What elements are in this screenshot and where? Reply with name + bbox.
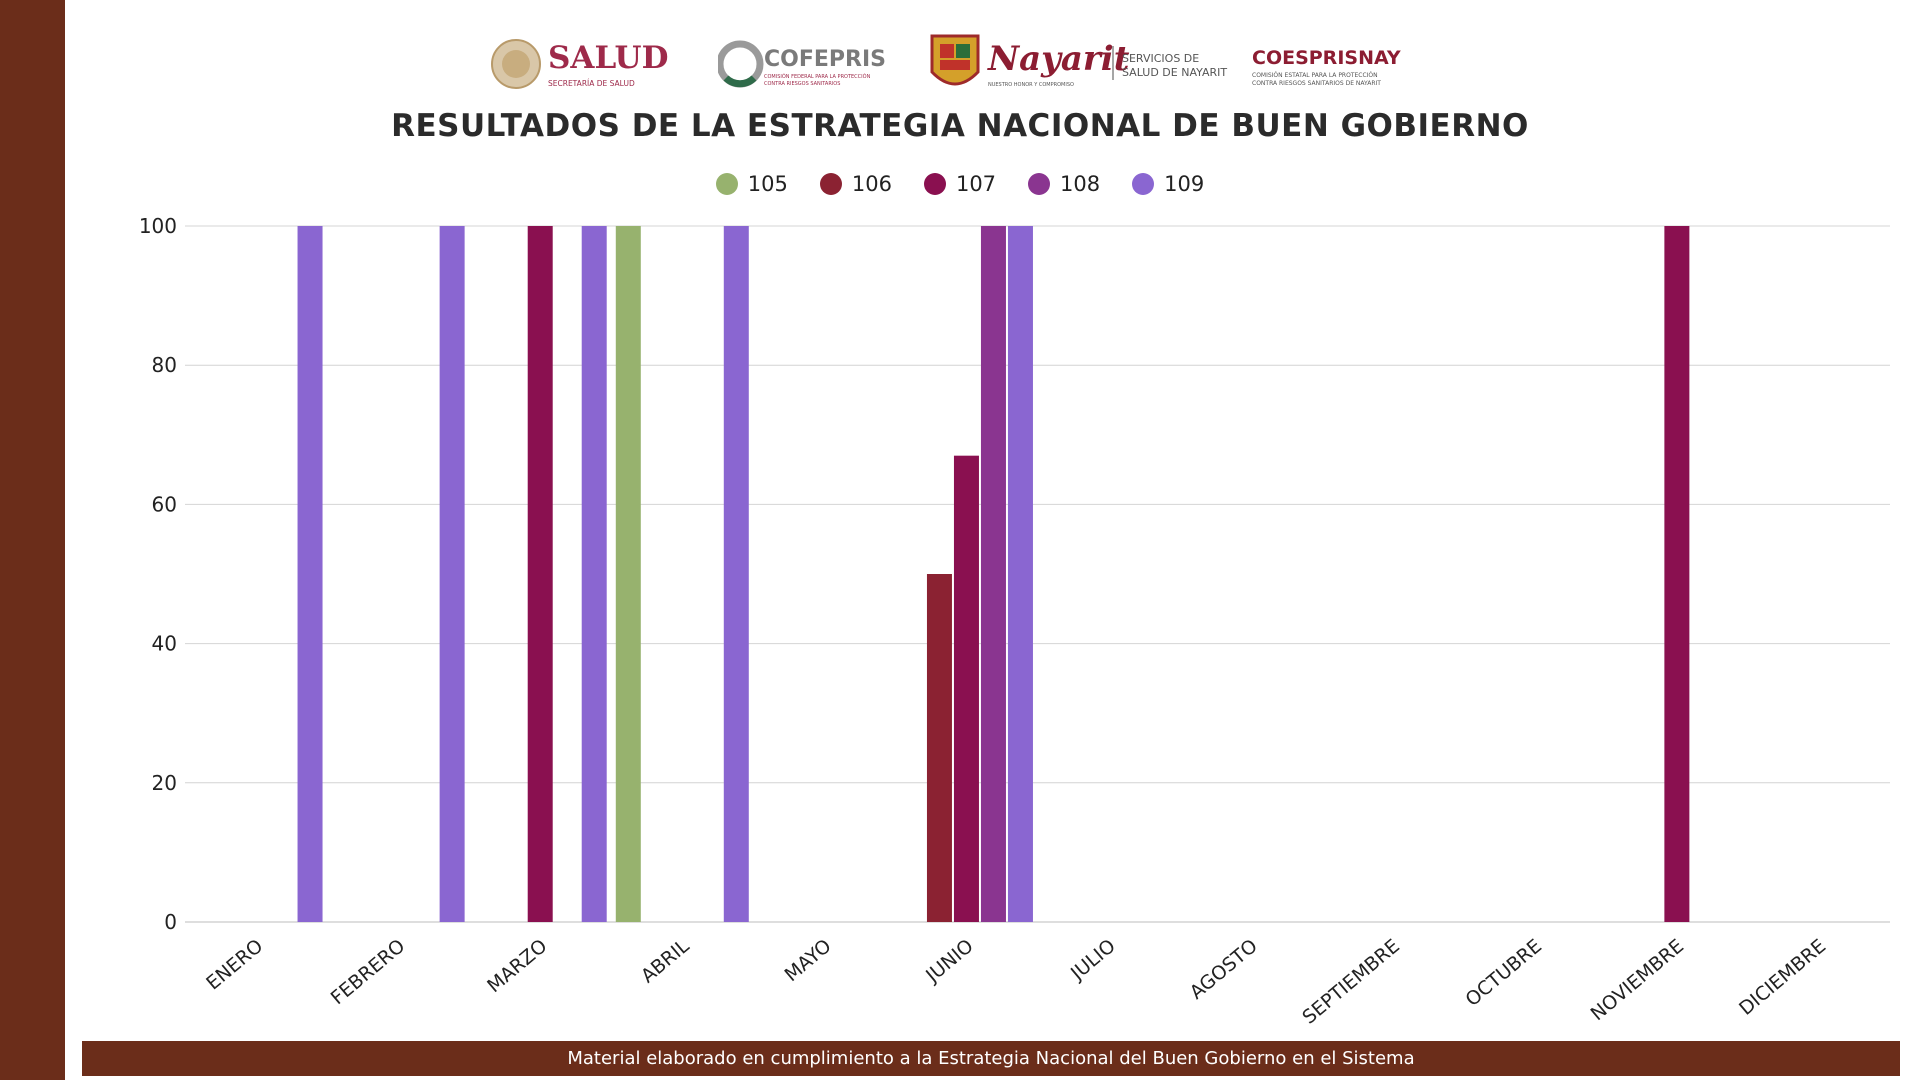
legend-label: 108: [1060, 172, 1101, 196]
x-tick-label: JUNIO: [921, 935, 978, 987]
legend-label: 106: [851, 172, 892, 196]
bar-109-junio: [1007, 226, 1033, 922]
legend-label: 109: [1164, 172, 1205, 196]
legend-label: 107: [955, 172, 997, 196]
chart-title: RESULTADOS DE LA ESTRATEGIA NACIONAL DE …: [391, 108, 1529, 144]
legend-marker: [1132, 173, 1155, 195]
nayarit-logo-subtext: NUESTRO HONOR Y COMPROMISO: [988, 82, 1074, 88]
bar-108-junio: [980, 226, 1006, 922]
x-tick-label: AGOSTO: [1186, 935, 1262, 1004]
x-tick-label: ENERO: [202, 935, 267, 995]
servicios-logo-line-1: SERVICIOS DE: [1122, 52, 1199, 65]
x-tick-label: JULIO: [1066, 935, 1120, 985]
bar-105-abril: [615, 226, 641, 922]
legend-item-106: 106: [819, 172, 892, 196]
cofepris-logo-subtext-2: CONTRA RIESGOS SANITARIOS: [764, 81, 840, 87]
x-tick-label: ABRIL: [637, 935, 694, 988]
footer-banner: Material elaborado en cumplimiento a la …: [82, 1041, 1900, 1076]
bar-109-marzo: [581, 226, 607, 922]
x-tick-label: DICIEMBRE: [1735, 935, 1830, 1020]
cofepris-logo-text: COFEPRIS: [764, 47, 886, 72]
salud-logo-text: SALUD: [548, 40, 668, 76]
y-tick-label: 40: [152, 632, 177, 656]
bar-109-enero: [297, 226, 323, 922]
bar-chart: 0 20 40 60 80 100 ENERO FEBRERO MARZO ABRIL MAYO JU…: [139, 214, 1890, 1029]
x-tick-label: NOVIEMBRE: [1587, 935, 1689, 1025]
legend-marker: [1028, 173, 1051, 195]
x-tick-label: OCTUBRE: [1461, 935, 1546, 1011]
header-logos: SALUD SECRETARÍA DE SALUD COFEPRIS COMIS…: [490, 28, 1430, 103]
chart-legend: 105 106 107 108 109: [0, 172, 1920, 196]
nayarit-logo-text: Nayarit: [987, 39, 1130, 79]
bar-109-abril: [723, 226, 749, 922]
x-tick-label: SEPTIEMBRE: [1298, 935, 1404, 1029]
legend-marker: [715, 173, 738, 195]
legend-item-108: 108: [1028, 172, 1100, 196]
y-tick-label: 20: [152, 771, 177, 795]
coesprisnay-logo-subtext-1: COMISIÓN ESTATAL PARA LA PROTECCIÓN: [1252, 72, 1378, 79]
left-decorative-band: [0, 0, 65, 1080]
bar-107-marzo: [527, 226, 553, 922]
legend-item-107: 107: [923, 172, 997, 196]
nayarit-logo: Nayarit NUESTRO HONOR Y COMPROMISO SERVI…: [928, 28, 1238, 102]
cofepris-logo-subtext-1: COMISIÓN FEDERAL PARA LA PROTECCIÓN: [764, 73, 871, 80]
legend-marker: [923, 173, 946, 195]
y-tick-label: 100: [139, 214, 177, 238]
legend-marker: [819, 173, 842, 195]
coesprisnay-logo-subtext-2: CONTRA RIESGOS SANITARIOS DE NAYARIT: [1252, 80, 1381, 87]
y-tick-label: 60: [152, 492, 177, 516]
legend-label: 105: [747, 172, 788, 196]
bar-109-febrero: [439, 226, 465, 922]
y-tick-label: 80: [152, 353, 177, 377]
coesprisnay-logo-text: COESPRISNAY: [1252, 47, 1401, 69]
servicios-logo-line-2: SALUD DE NAYARIT: [1122, 66, 1227, 79]
legend-item-109: 109: [1132, 172, 1204, 196]
legend-item-105: 105: [715, 172, 788, 196]
coesprisnay-logo: COESPRISNAY COMISIÓN ESTATAL PARA LA PRO…: [1250, 42, 1430, 106]
x-tick-label: FEBRERO: [327, 935, 410, 1009]
y-tick-label: 0: [164, 910, 177, 934]
bar-107-noviembre: [1664, 226, 1690, 922]
x-tick-label: MARZO: [483, 935, 551, 997]
x-tick-label: MAYO: [781, 935, 836, 986]
salud-logo-subtext: SECRETARÍA DE SALUD: [548, 79, 635, 88]
salud-logo: SALUD SECRETARÍA DE SALUD: [490, 36, 690, 100]
bar-106-junio: [926, 574, 952, 922]
cofepris-logo: COFEPRIS COMISIÓN FEDERAL PARA LA PROTEC…: [716, 38, 918, 102]
bar-107-junio: [953, 455, 979, 922]
